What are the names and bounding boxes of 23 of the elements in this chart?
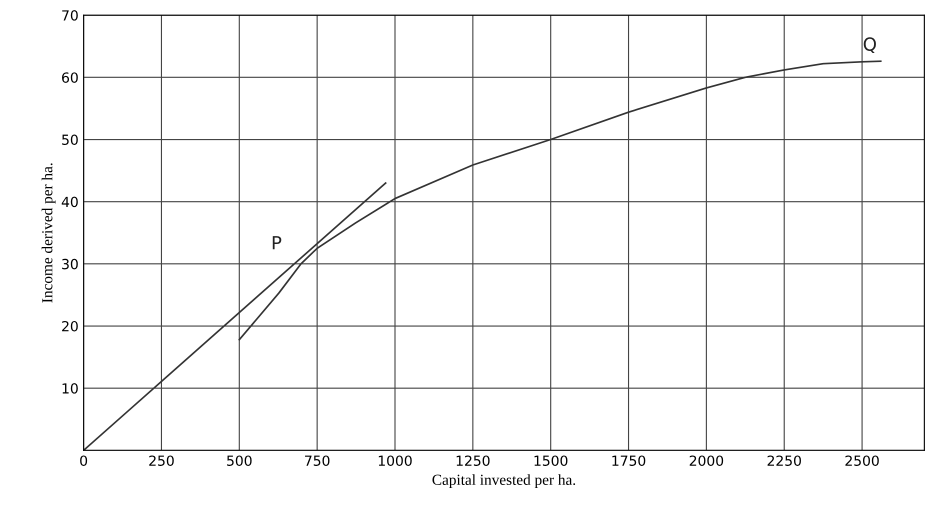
x-tick-label: 1750	[612, 455, 646, 466]
x-tick-label: 1500	[534, 455, 568, 466]
line-series	[238, 60, 882, 341]
y-tick-label: 70	[62, 10, 78, 21]
x-axis-title: Capital invested per ha.	[432, 474, 576, 488]
x-tick-label: 2500	[845, 455, 879, 466]
y-tick-label: 40	[62, 196, 78, 208]
annotation: Q	[864, 37, 876, 54]
y-tick-label: 60	[62, 72, 78, 83]
x-tick-label: 250	[149, 455, 174, 466]
x-tick-label: 1250	[456, 455, 490, 466]
x-tick-label: 2250	[768, 455, 801, 466]
annotation: P	[272, 236, 282, 250]
y-tick-label: 50	[62, 134, 78, 145]
x-tick-label: 2000	[690, 455, 724, 466]
x-tick-label: 1000	[378, 455, 412, 466]
x-tick-label: 0	[80, 455, 88, 466]
y-tick-label: 30	[62, 258, 78, 270]
y-axis-title: Income derived per ha.	[42, 163, 56, 303]
y-tick-label: 20	[62, 320, 78, 332]
x-tick-label: 500	[227, 455, 252, 466]
x-tick-label: 750	[305, 455, 330, 466]
y-tick-label: 10	[62, 383, 78, 394]
